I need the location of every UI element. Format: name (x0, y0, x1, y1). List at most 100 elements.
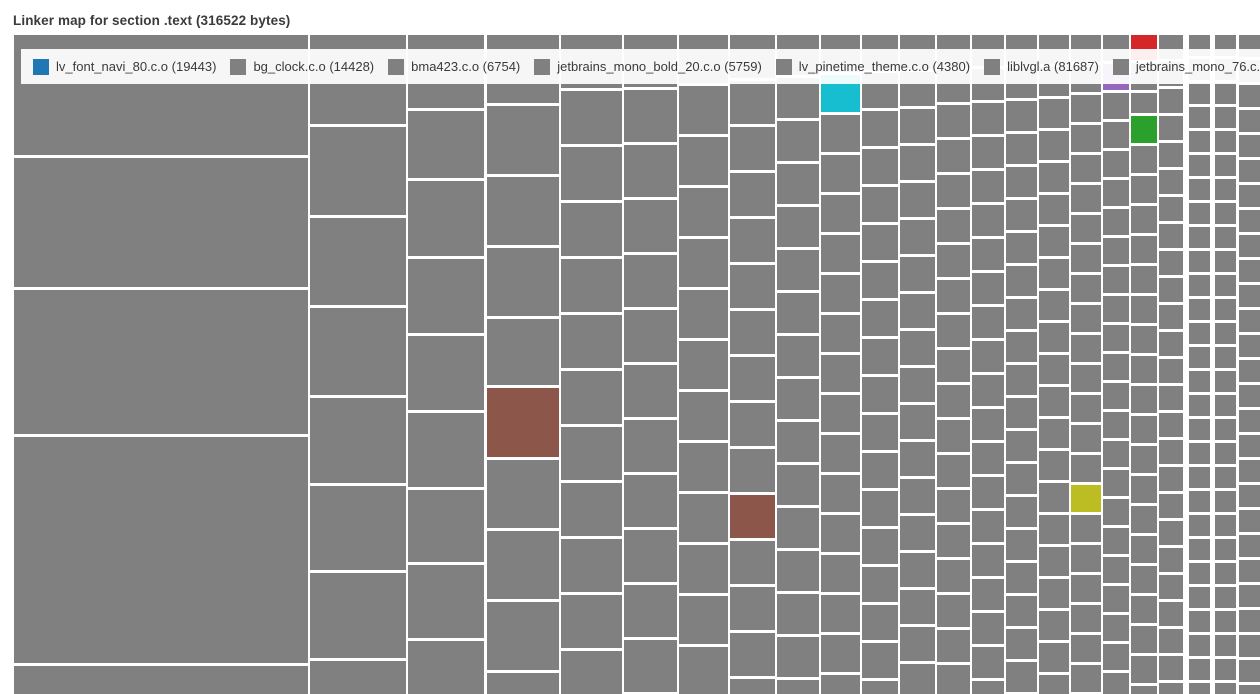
treemap-cell[interactable] (1103, 209, 1129, 235)
treemap-cell[interactable] (972, 613, 1004, 644)
treemap-cell[interactable] (1159, 683, 1183, 694)
treemap-cell[interactable] (1189, 683, 1210, 694)
treemap-cell[interactable] (1131, 626, 1157, 653)
treemap-cell[interactable] (1131, 206, 1157, 233)
treemap-cell[interactable] (310, 661, 406, 694)
treemap-cell[interactable] (1006, 233, 1037, 263)
treemap-cell[interactable] (1131, 176, 1157, 203)
treemap-cell[interactable] (972, 511, 1004, 542)
treemap-cell[interactable] (730, 633, 775, 676)
treemap-cell[interactable] (937, 385, 970, 417)
treemap-cell[interactable] (679, 494, 728, 542)
treemap-cell[interactable] (1103, 296, 1129, 322)
treemap-cell[interactable] (1239, 560, 1260, 582)
treemap-cell[interactable] (624, 310, 677, 362)
treemap-cell[interactable] (730, 449, 775, 492)
treemap-cell[interactable] (1189, 539, 1210, 560)
treemap-cell[interactable] (1071, 425, 1101, 452)
treemap-cell[interactable] (730, 403, 775, 446)
treemap-cell[interactable] (1039, 643, 1069, 672)
treemap-cell[interactable] (1071, 395, 1101, 422)
treemap-cell[interactable] (777, 379, 819, 419)
treemap-cell[interactable] (972, 273, 1004, 304)
treemap-cell[interactable] (1039, 99, 1069, 128)
treemap-cell[interactable] (862, 453, 898, 488)
treemap-cell[interactable] (1239, 685, 1260, 694)
treemap-cell[interactable] (1131, 386, 1157, 413)
treemap-cell[interactable] (561, 259, 622, 312)
treemap-cell[interactable] (1006, 134, 1037, 164)
treemap-cell[interactable] (1189, 635, 1210, 656)
treemap-cell[interactable] (1239, 535, 1260, 557)
treemap-cell[interactable] (1103, 412, 1129, 438)
treemap-cell[interactable] (1071, 305, 1101, 332)
treemap-cell[interactable] (1006, 299, 1037, 329)
treemap-cell[interactable] (972, 647, 1004, 678)
treemap-cell[interactable] (821, 115, 860, 152)
treemap-cell[interactable] (1159, 575, 1183, 599)
treemap-cell[interactable] (1189, 179, 1210, 200)
treemap-cell[interactable] (821, 595, 860, 632)
treemap-cell[interactable] (862, 377, 898, 412)
treemap-cell[interactable] (1006, 200, 1037, 230)
treemap-cell[interactable] (1215, 611, 1236, 632)
treemap-cell[interactable] (777, 465, 819, 505)
treemap-cell[interactable] (1239, 385, 1260, 407)
treemap-cell[interactable] (1215, 83, 1236, 104)
treemap-cell[interactable] (1239, 310, 1260, 332)
treemap-cell[interactable] (408, 259, 484, 333)
treemap-cell[interactable] (730, 311, 775, 354)
treemap-cell[interactable] (1239, 285, 1260, 307)
treemap-cell[interactable] (937, 490, 970, 522)
treemap-cell[interactable] (310, 127, 406, 215)
treemap-cell[interactable] (679, 188, 728, 236)
treemap-cell[interactable] (487, 106, 559, 174)
treemap-cell[interactable] (937, 630, 970, 662)
treemap-cell[interactable] (679, 596, 728, 644)
treemap-cell[interactable] (1039, 195, 1069, 224)
treemap-cell[interactable] (777, 336, 819, 376)
treemap-cell[interactable] (1071, 335, 1101, 362)
treemap-cell[interactable] (1189, 563, 1210, 584)
treemap-cell[interactable] (1239, 585, 1260, 607)
treemap-cell[interactable] (1071, 275, 1101, 302)
treemap-cell[interactable] (1071, 95, 1101, 122)
treemap-cell[interactable] (1071, 515, 1101, 542)
treemap-cell[interactable] (624, 145, 677, 197)
treemap-cell[interactable] (777, 293, 819, 333)
treemap-cell[interactable] (1239, 460, 1260, 482)
treemap-cell[interactable] (972, 443, 1004, 474)
treemap-cell[interactable] (1131, 236, 1157, 263)
treemap-cell[interactable] (1215, 419, 1236, 440)
treemap-cell[interactable] (1239, 635, 1260, 657)
legend-item[interactable]: bma423.c.o (6754) (388, 58, 520, 75)
treemap-cell[interactable] (1189, 467, 1210, 488)
treemap-cell[interactable] (777, 121, 819, 161)
treemap-cell[interactable] (1006, 431, 1037, 461)
treemap-cell[interactable] (937, 315, 970, 347)
treemap-cell[interactable] (408, 490, 484, 562)
treemap-cell[interactable] (1215, 179, 1236, 200)
treemap-cell[interactable] (900, 553, 935, 587)
treemap-cell[interactable] (1159, 170, 1183, 194)
treemap-cell[interactable] (1159, 521, 1183, 545)
treemap-cell[interactable] (972, 409, 1004, 440)
treemap-cell[interactable] (937, 105, 970, 137)
treemap-cell[interactable] (1071, 245, 1101, 272)
treemap-cell[interactable] (310, 398, 406, 483)
treemap-cell[interactable] (487, 319, 559, 385)
treemap-cell[interactable] (862, 643, 898, 678)
treemap-cell[interactable] (1215, 131, 1236, 152)
treemap-cell[interactable] (972, 239, 1004, 270)
treemap-cell[interactable] (900, 405, 935, 439)
treemap-cell[interactable] (1131, 356, 1157, 383)
treemap-cell[interactable] (1131, 266, 1157, 293)
treemap-cell[interactable] (1103, 180, 1129, 206)
treemap-cell[interactable] (1103, 615, 1129, 641)
treemap-cell[interactable] (14, 666, 308, 694)
treemap-cell[interactable] (1215, 491, 1236, 512)
treemap-cell[interactable] (1189, 251, 1210, 272)
treemap-cell[interactable] (624, 640, 677, 692)
treemap-cell[interactable] (679, 137, 728, 185)
treemap-cell[interactable] (937, 420, 970, 452)
